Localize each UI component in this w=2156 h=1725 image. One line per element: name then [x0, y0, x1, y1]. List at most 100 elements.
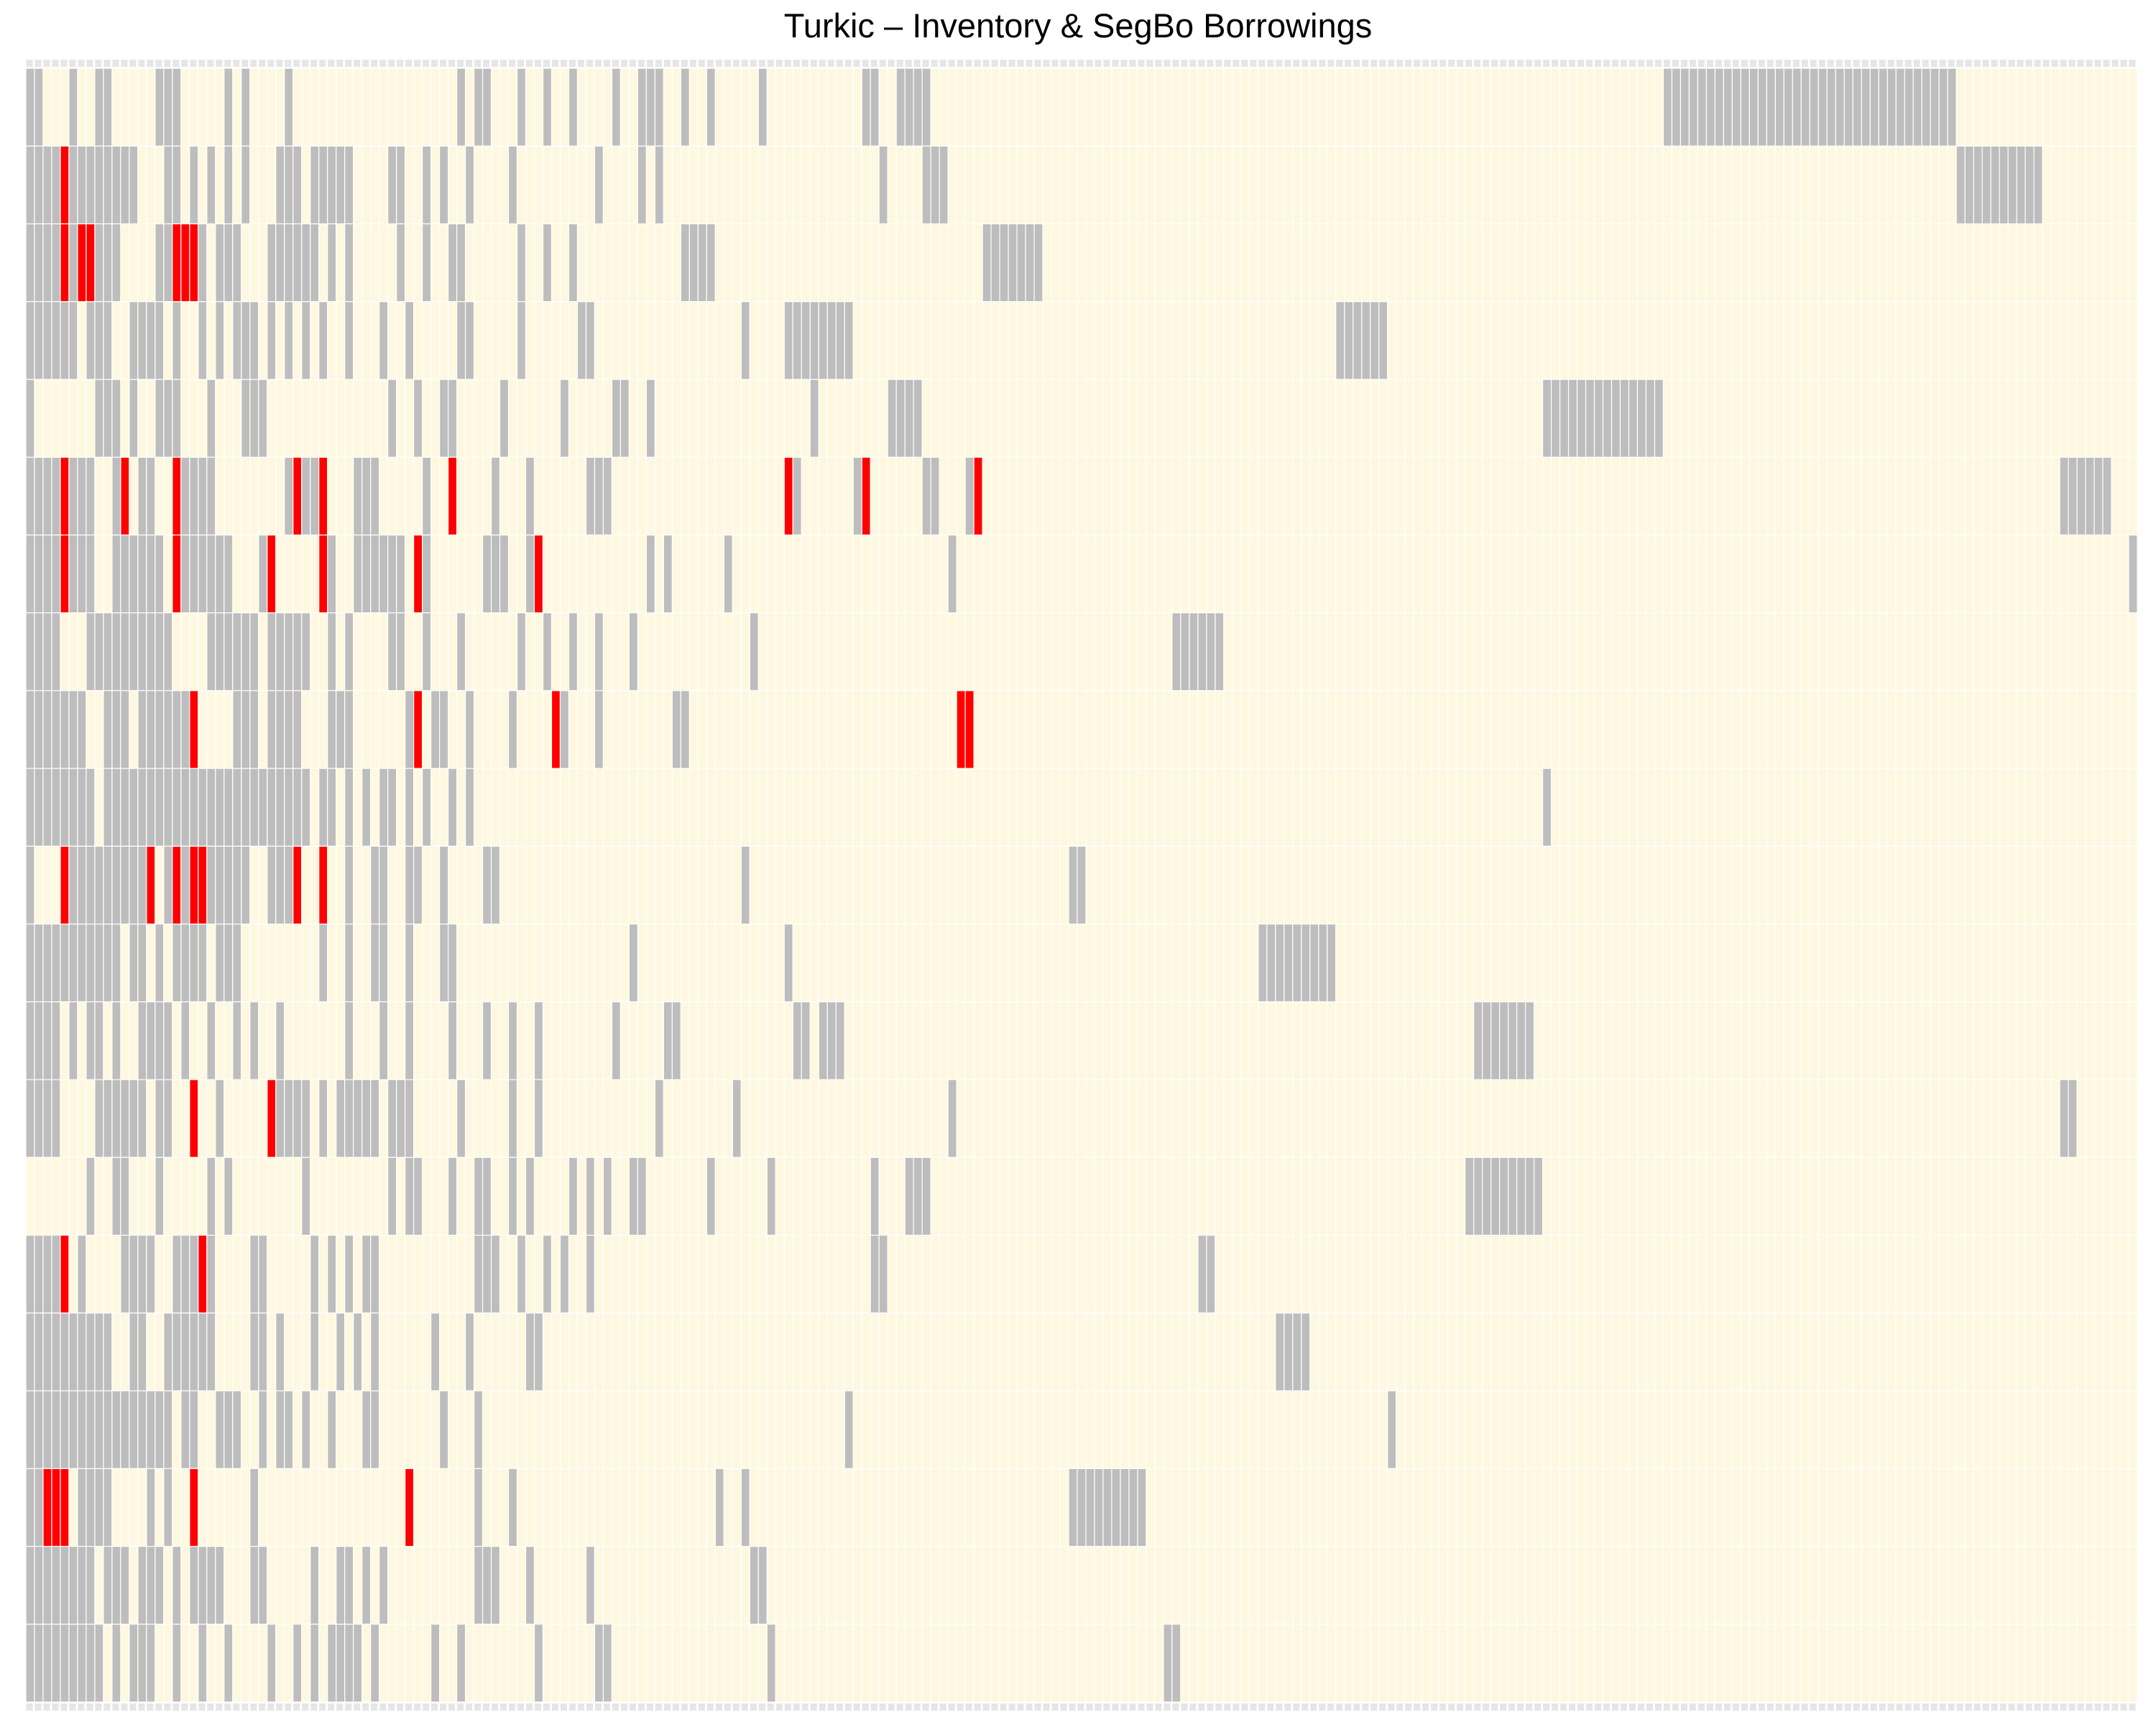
cell-empty	[2033, 690, 2043, 769]
cell-inventory	[284, 68, 294, 147]
tick-mark	[793, 1703, 800, 1711]
cell-empty	[1111, 534, 1121, 614]
cell-empty	[1249, 1234, 1259, 1314]
tick-mark	[853, 1703, 860, 1711]
cell-inventory	[25, 1468, 35, 1547]
cell-empty	[1723, 1312, 1733, 1392]
cell-inventory	[1705, 68, 1716, 147]
cell-empty	[594, 68, 604, 147]
cell-empty	[2016, 223, 2026, 303]
cell-empty	[1852, 690, 1862, 769]
cell-empty	[921, 1312, 931, 1392]
cell-empty	[870, 1312, 880, 1392]
cell-empty	[1680, 1234, 1690, 1314]
cell-empty	[1249, 379, 1259, 458]
cell-empty	[1396, 612, 1406, 691]
cell-empty	[1396, 456, 1406, 536]
cell-empty	[1008, 1079, 1018, 1158]
cell-empty	[1387, 379, 1397, 458]
cell-empty	[982, 612, 992, 691]
cell-empty	[1749, 612, 1759, 691]
cell-empty	[870, 534, 880, 614]
cell-empty	[1275, 1079, 1285, 1158]
cell-empty	[1146, 768, 1156, 847]
cell-inventory	[60, 768, 70, 847]
tick-mark	[741, 60, 748, 67]
cell-empty	[490, 223, 501, 303]
cell-empty	[1861, 223, 1871, 303]
cell-empty	[1861, 534, 1871, 614]
cell-empty	[1223, 1079, 1233, 1158]
cell-empty	[241, 534, 251, 614]
cell-empty	[1059, 1156, 1069, 1236]
cell-empty	[1499, 223, 1509, 303]
cell-empty	[1042, 612, 1052, 691]
cell-inventory	[25, 1390, 35, 1469]
cell-inventory	[42, 1234, 52, 1314]
cell-empty	[1783, 1156, 1793, 1236]
tick-mark	[801, 60, 808, 67]
cell-empty	[2007, 456, 2017, 536]
cell-empty	[895, 223, 906, 303]
cell-empty	[913, 223, 923, 303]
cell-inventory	[611, 1001, 622, 1080]
tick-mark	[86, 1703, 93, 1711]
cell-empty	[405, 1390, 415, 1469]
cell-inventory	[42, 1312, 52, 1392]
cell-empty	[1559, 301, 1570, 380]
cell-empty	[1990, 612, 2000, 691]
cell-empty	[249, 534, 259, 614]
cell-empty	[1413, 924, 1423, 1003]
cell-empty	[1602, 223, 1613, 303]
cell-empty	[353, 301, 363, 380]
cell-empty	[413, 1234, 423, 1314]
cell-empty	[361, 68, 372, 147]
cell-empty	[878, 924, 888, 1003]
cell-empty	[1542, 145, 1552, 225]
cell-empty	[619, 690, 630, 769]
cell-empty	[1077, 456, 1087, 536]
cell-inventory	[25, 690, 35, 769]
cell-empty	[1396, 534, 1406, 614]
tick-mark	[216, 60, 223, 67]
cell-empty	[249, 1079, 259, 1158]
cell-empty	[1430, 612, 1440, 691]
cell-empty	[301, 1234, 311, 1314]
cell-empty	[1180, 1234, 1190, 1314]
cell-empty	[422, 1079, 432, 1158]
cell-empty	[310, 534, 320, 614]
cell-empty	[1447, 1390, 1457, 1469]
cell-empty	[310, 379, 320, 458]
cell-empty	[1585, 1390, 1595, 1469]
cell-inventory	[51, 690, 61, 769]
tick-mark	[1414, 60, 1421, 67]
cell-empty	[619, 68, 630, 147]
cell-empty	[576, 1312, 587, 1392]
cell-empty	[1430, 1079, 1440, 1158]
cell-empty	[525, 612, 535, 691]
cell-empty	[1439, 924, 1449, 1003]
cell-empty	[1619, 456, 1630, 536]
cell-empty	[1938, 924, 1948, 1003]
cell-inventory	[137, 1079, 147, 1158]
cell-inventory	[34, 1468, 44, 1547]
cell-empty	[887, 612, 897, 691]
cell-empty	[1559, 534, 1570, 614]
cell-empty	[1955, 690, 1966, 769]
cell-empty	[1240, 301, 1250, 380]
cell-empty	[568, 145, 579, 225]
cell-empty	[1680, 1156, 1690, 1236]
cell-inventory	[327, 1390, 337, 1469]
cell-empty	[1232, 68, 1242, 147]
cell-empty	[413, 612, 423, 691]
cell-empty	[2119, 1312, 2129, 1392]
cell-empty	[1999, 68, 2009, 147]
cell-empty	[310, 690, 320, 769]
cell-empty	[507, 845, 518, 925]
cell-empty	[1740, 1312, 1750, 1392]
cell-empty	[1120, 1079, 1130, 1158]
cell-empty	[1378, 845, 1388, 925]
cell-empty	[1068, 301, 1078, 380]
cell-empty	[1482, 924, 1492, 1003]
cell-empty	[353, 768, 363, 847]
